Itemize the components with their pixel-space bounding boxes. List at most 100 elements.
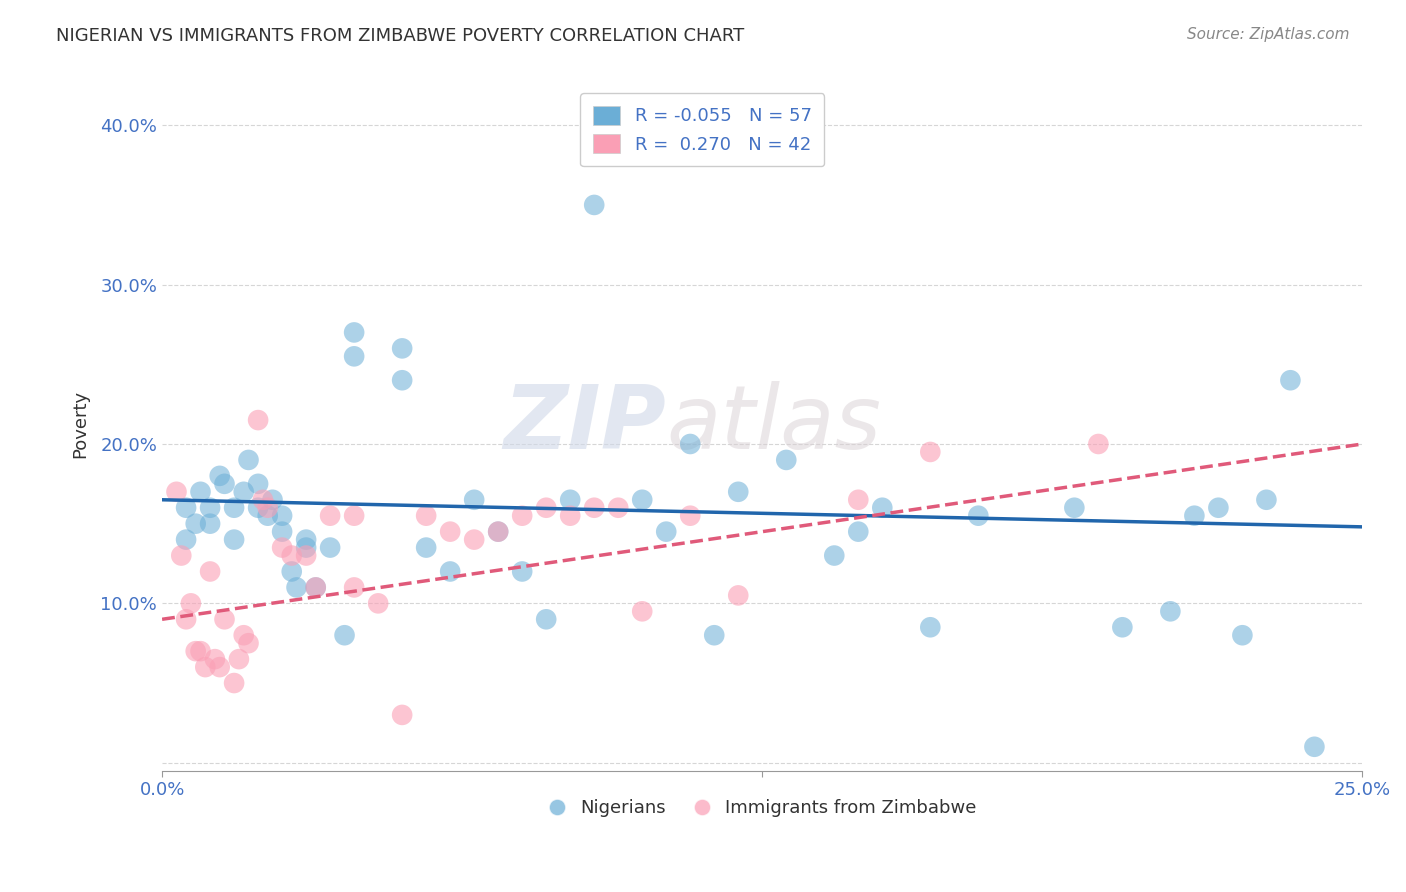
Point xyxy=(271,508,294,523)
Text: atlas: atlas xyxy=(666,381,882,467)
Point xyxy=(703,628,725,642)
Point xyxy=(1087,437,1109,451)
Point xyxy=(1303,739,1326,754)
Point xyxy=(1159,604,1181,618)
Point xyxy=(271,541,294,555)
Point xyxy=(247,413,270,427)
Point xyxy=(224,500,246,515)
Point xyxy=(367,596,389,610)
Point xyxy=(463,533,485,547)
Point xyxy=(280,565,302,579)
Point xyxy=(486,524,509,539)
Point xyxy=(391,373,413,387)
Point xyxy=(920,620,942,634)
Point xyxy=(343,508,366,523)
Point xyxy=(727,484,749,499)
Point xyxy=(280,549,302,563)
Point xyxy=(174,533,197,547)
Point xyxy=(775,453,797,467)
Legend: Nigerians, Immigrants from Zimbabwe: Nigerians, Immigrants from Zimbabwe xyxy=(540,791,984,824)
Point xyxy=(224,533,246,547)
Point xyxy=(166,484,188,499)
Point xyxy=(295,549,318,563)
Point xyxy=(256,508,278,523)
Point xyxy=(967,508,990,523)
Point xyxy=(224,676,246,690)
Point xyxy=(262,492,284,507)
Point xyxy=(679,437,702,451)
Point xyxy=(319,541,342,555)
Point xyxy=(343,349,366,363)
Point xyxy=(391,707,413,722)
Point xyxy=(486,524,509,539)
Point xyxy=(214,612,236,626)
Point xyxy=(232,628,254,642)
Point xyxy=(256,500,278,515)
Point xyxy=(1182,508,1205,523)
Point xyxy=(198,500,221,515)
Point xyxy=(463,492,485,507)
Text: NIGERIAN VS IMMIGRANTS FROM ZIMBABWE POVERTY CORRELATION CHART: NIGERIAN VS IMMIGRANTS FROM ZIMBABWE POV… xyxy=(56,27,745,45)
Point xyxy=(228,652,250,666)
Point xyxy=(238,453,260,467)
Point xyxy=(174,500,197,515)
Point xyxy=(1256,492,1278,507)
Point xyxy=(305,581,328,595)
Y-axis label: Poverty: Poverty xyxy=(72,390,89,458)
Text: Source: ZipAtlas.com: Source: ZipAtlas.com xyxy=(1187,27,1350,42)
Point xyxy=(174,612,197,626)
Point xyxy=(305,581,328,595)
Point xyxy=(208,468,231,483)
Point xyxy=(295,533,318,547)
Point xyxy=(560,492,582,507)
Point xyxy=(534,612,557,626)
Point xyxy=(510,508,533,523)
Point xyxy=(631,492,654,507)
Point xyxy=(415,541,437,555)
Point xyxy=(655,524,678,539)
Point xyxy=(439,524,461,539)
Point xyxy=(510,565,533,579)
Point xyxy=(184,644,207,658)
Point xyxy=(190,644,212,658)
Point xyxy=(1111,620,1133,634)
Point xyxy=(247,500,270,515)
Point xyxy=(232,484,254,499)
Point xyxy=(194,660,217,674)
Point xyxy=(534,500,557,515)
Point xyxy=(823,549,845,563)
Point xyxy=(439,565,461,579)
Point xyxy=(285,581,308,595)
Point xyxy=(727,588,749,602)
Point xyxy=(1063,500,1085,515)
Point xyxy=(198,516,221,531)
Point xyxy=(846,524,869,539)
Point xyxy=(170,549,193,563)
Point xyxy=(295,541,318,555)
Point xyxy=(1232,628,1254,642)
Point xyxy=(198,565,221,579)
Point xyxy=(679,508,702,523)
Point xyxy=(872,500,894,515)
Point xyxy=(920,445,942,459)
Point xyxy=(415,508,437,523)
Point xyxy=(846,492,869,507)
Point xyxy=(1208,500,1230,515)
Point xyxy=(343,581,366,595)
Point xyxy=(583,500,606,515)
Point xyxy=(583,198,606,212)
Point xyxy=(631,604,654,618)
Point xyxy=(1279,373,1302,387)
Point xyxy=(560,508,582,523)
Point xyxy=(333,628,356,642)
Text: ZIP: ZIP xyxy=(503,381,666,467)
Point xyxy=(238,636,260,650)
Point xyxy=(180,596,202,610)
Point xyxy=(252,492,274,507)
Point xyxy=(343,326,366,340)
Point xyxy=(190,484,212,499)
Point xyxy=(319,508,342,523)
Point xyxy=(271,524,294,539)
Point xyxy=(214,476,236,491)
Point xyxy=(208,660,231,674)
